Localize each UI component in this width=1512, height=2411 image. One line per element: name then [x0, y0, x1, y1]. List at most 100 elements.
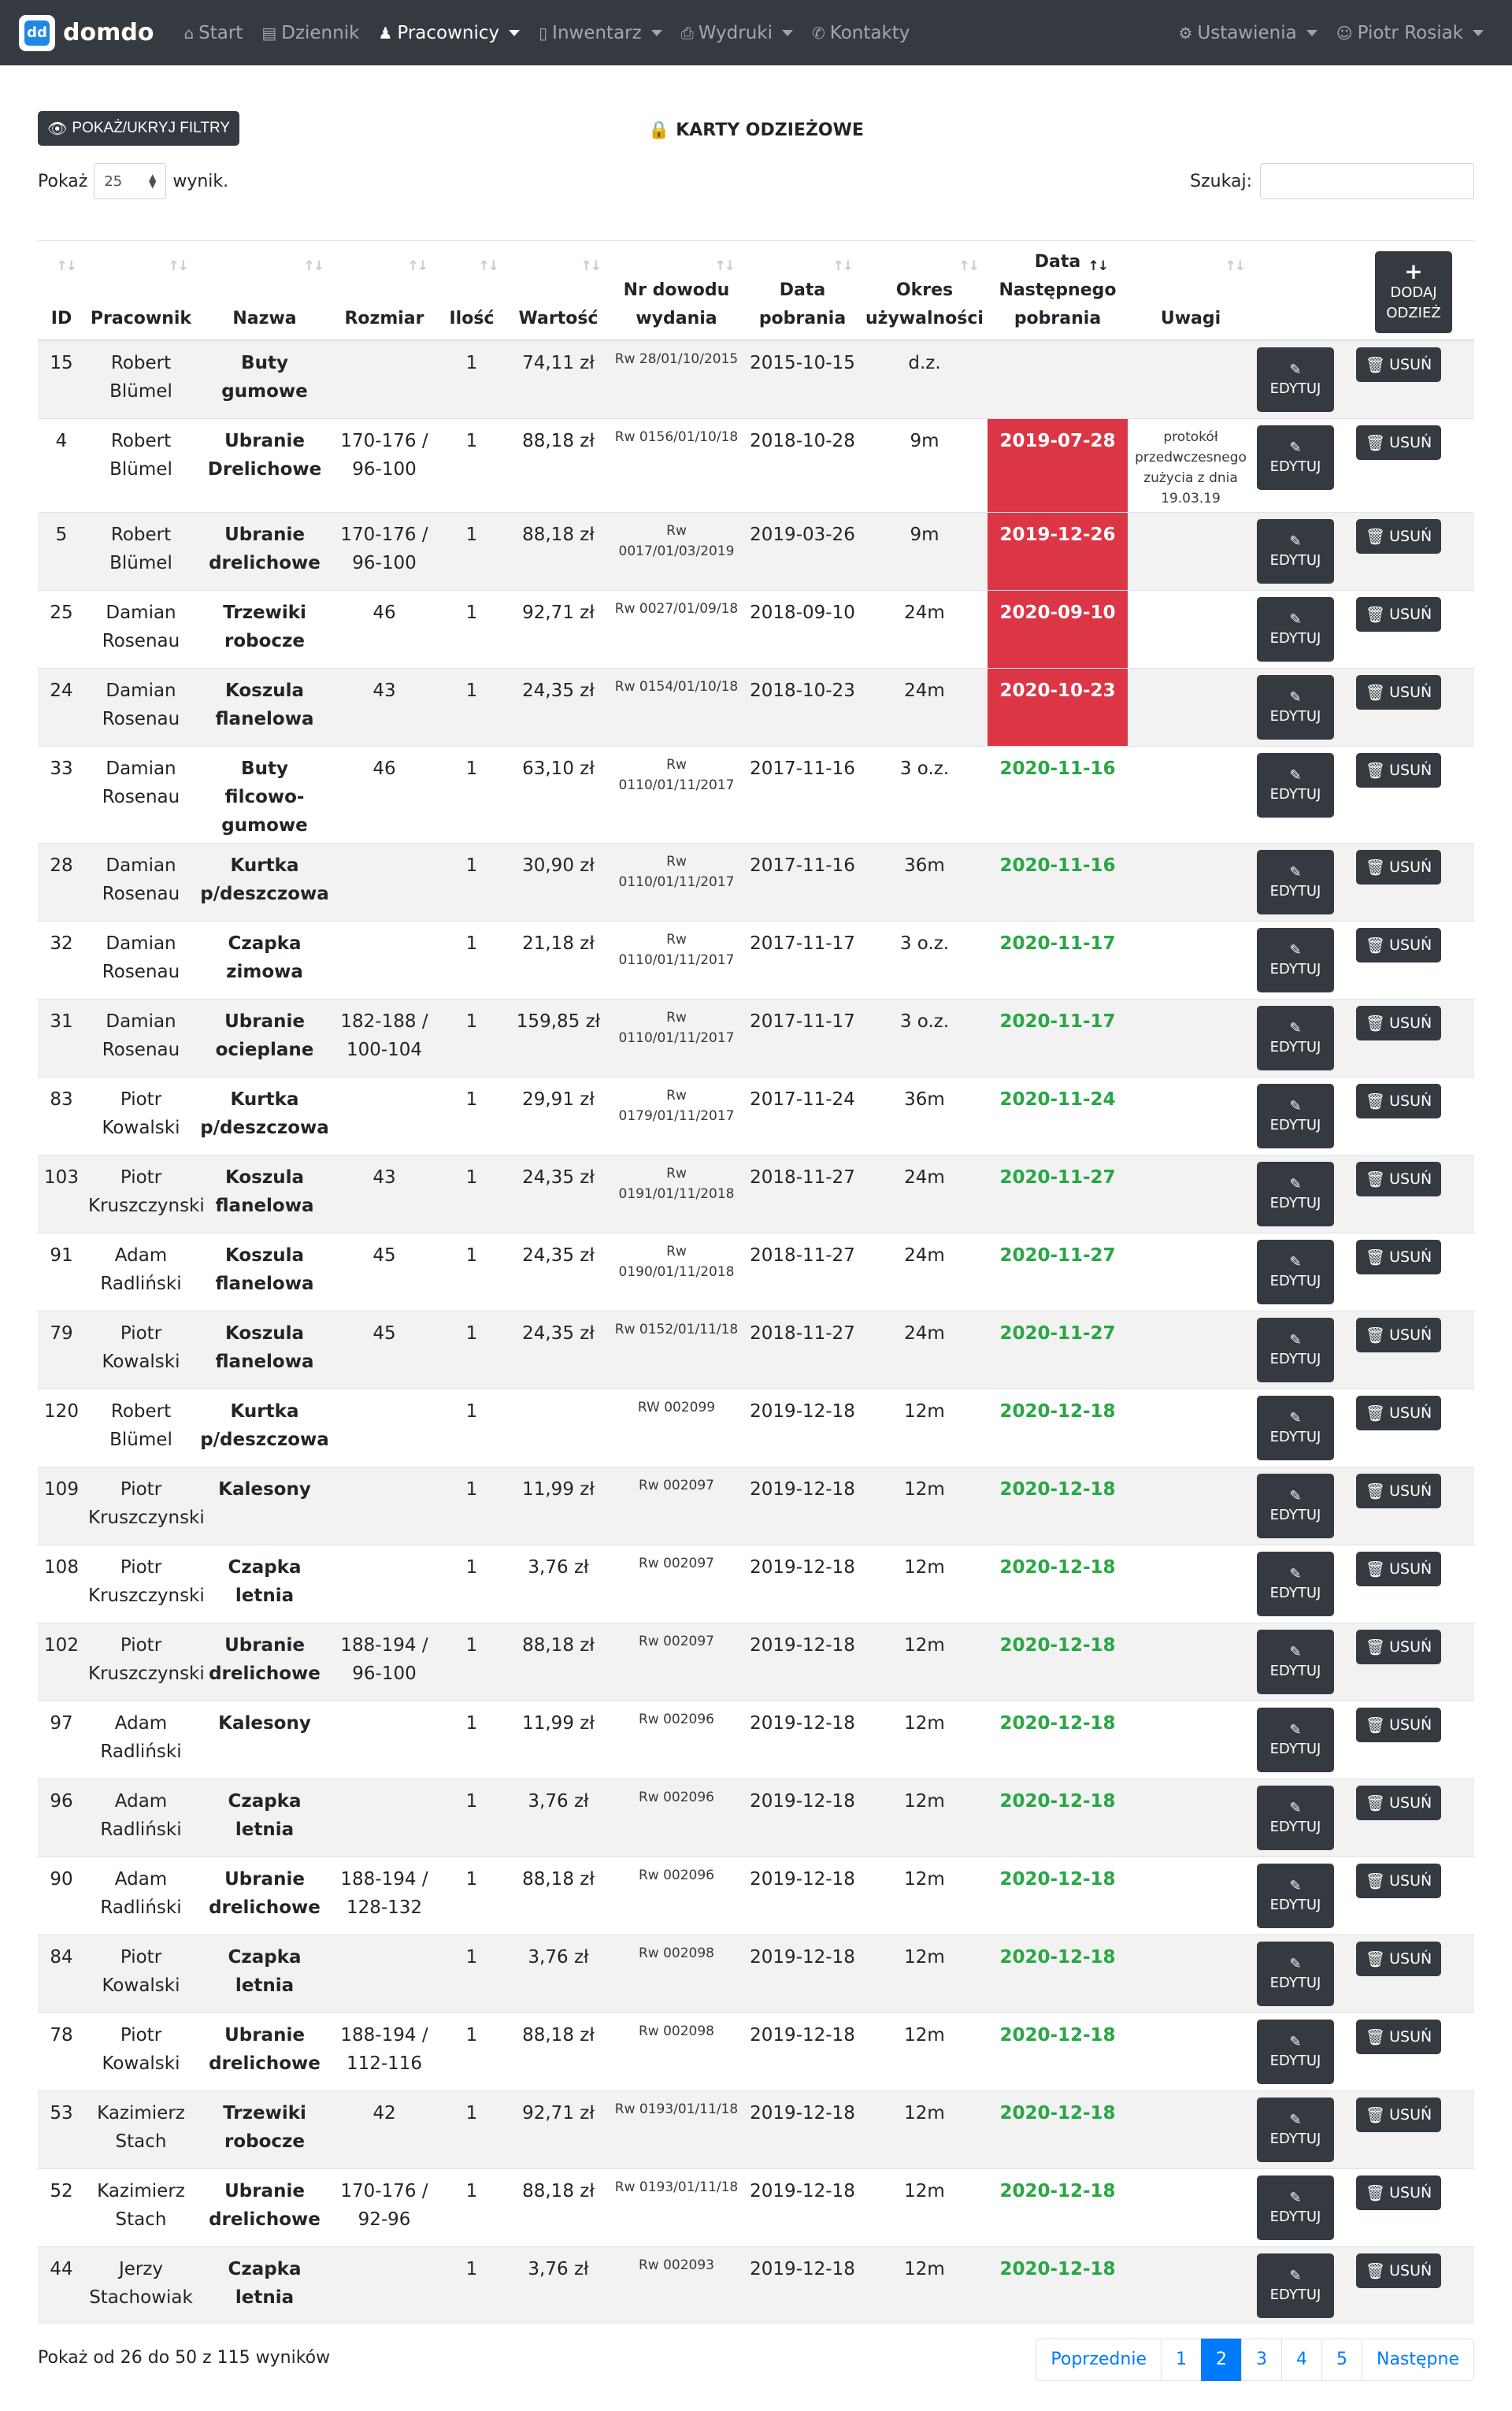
delete-button[interactable]: 🗑 USUŃ — [1356, 2097, 1441, 2132]
delete-button[interactable]: 🗑 USUŃ — [1356, 347, 1441, 382]
col-size[interactable]: ↑↓ Rozmiar — [332, 240, 436, 341]
delete-button[interactable]: 🗑 USUŃ — [1356, 1785, 1441, 1820]
edit-label: EDYTUJ — [1269, 629, 1321, 647]
delete-button[interactable]: 🗑 USUŃ — [1356, 425, 1441, 460]
delete-button[interactable]: 🗑 USUŃ — [1356, 1395, 1441, 1430]
delete-button[interactable]: 🗑 USUŃ — [1356, 674, 1441, 710]
delete-button[interactable]: 🗑 USUŃ — [1356, 518, 1441, 554]
edit-button[interactable]: ✎ EDYTUJ — [1257, 347, 1334, 412]
eye-icon: 👁 — [47, 120, 68, 138]
cell-date: 2019-03-26 — [743, 511, 862, 590]
col-id[interactable]: ↑↓ ID — [38, 240, 85, 341]
edit-button[interactable]: ✎ EDYTUJ — [1257, 1083, 1334, 1148]
delete-button[interactable]: 🗑 USUŃ — [1356, 1239, 1441, 1274]
pencil-icon: ✎ — [1289, 766, 1302, 784]
pagination-page-5[interactable]: 5 — [1321, 2338, 1362, 2381]
nav-item-inwentarz[interactable]: ▯ Inwentarz — [529, 23, 672, 43]
cell-size: 188-194 / 112-116 — [332, 2012, 436, 2090]
edit-button[interactable]: ✎ EDYTUJ — [1257, 1629, 1334, 1694]
edit-button[interactable]: ✎ EDYTUJ — [1257, 1551, 1334, 1616]
edit-button[interactable]: ✎ EDYTUJ — [1257, 1395, 1334, 1460]
cell-edit: ✎ EDYTUJ — [1254, 1232, 1353, 1311]
edit-button[interactable]: ✎ EDYTUJ — [1257, 2019, 1334, 2084]
col-period[interactable]: ↑↓ Okres używalności — [862, 240, 988, 341]
pagination-page-1[interactable]: 1 — [1160, 2338, 1202, 2381]
cell-size — [332, 1466, 436, 1545]
nav-item-pracownicy[interactable]: ♟ Pracownicy — [369, 23, 529, 43]
edit-button[interactable]: ✎ EDYTUJ — [1257, 1863, 1334, 1928]
delete-button[interactable]: 🗑 USUŃ — [1356, 1629, 1441, 1664]
search-input[interactable] — [1260, 163, 1474, 199]
cell-edit: ✎ EDYTUJ — [1254, 339, 1353, 418]
brand-name: domdo — [63, 19, 154, 46]
delete-button[interactable]: 🗑 USUŃ — [1356, 2019, 1441, 2054]
delete-button[interactable]: 🗑 USUŃ — [1356, 2253, 1441, 2288]
cell-period: 12m — [862, 1388, 988, 1467]
nav-item-wydruki[interactable]: ⎙ Wydruki — [672, 23, 802, 43]
col-qty[interactable]: ↑↓ Ilość — [436, 240, 507, 341]
edit-button[interactable]: ✎ EDYTUJ — [1257, 425, 1334, 490]
table-row: 24 Damian Rosenau Koszula flanelowa 43 1 24,3… — [38, 667, 1474, 746]
pagination-page-3[interactable]: 3 — [1240, 2338, 1282, 2381]
pagination-prev[interactable]: Poprzednie — [1036, 2338, 1162, 2381]
pencil-icon: ✎ — [1289, 1877, 1302, 1894]
edit-button[interactable]: ✎ EDYTUJ — [1257, 2253, 1334, 2318]
nav-item-ustawienia[interactable]: ⚙ Ustawienia — [1169, 23, 1326, 43]
edit-button[interactable]: ✎ EDYTUJ — [1257, 1317, 1334, 1382]
cell-doc: Rw 0027/01/09/18 — [610, 589, 743, 668]
delete-button[interactable]: 🗑 USUŃ — [1356, 1161, 1441, 1196]
edit-button[interactable]: ✎ EDYTUJ — [1257, 1941, 1334, 2006]
edit-button[interactable]: ✎ EDYTUJ — [1257, 752, 1334, 818]
delete-button[interactable]: 🗑 USUŃ — [1356, 1473, 1441, 1508]
cell-value: 30,90 zł — [507, 842, 610, 921]
page-length-select[interactable]: 25 ▲ ▼ — [94, 163, 167, 199]
edit-button[interactable]: ✎ EDYTUJ — [1257, 1161, 1334, 1226]
edit-button[interactable]: ✎ EDYTUJ — [1257, 1707, 1334, 1772]
pagination-page-2[interactable]: 2 — [1200, 2338, 1242, 2381]
edit-button[interactable]: ✎ EDYTUJ — [1257, 1785, 1334, 1850]
col-next[interactable]: Data Następnego pobrania ↑↓ — [988, 240, 1128, 341]
trash-icon: 🗑 — [1365, 2105, 1386, 2124]
delete-button[interactable]: 🗑 USUŃ — [1356, 596, 1441, 632]
toggle-filters-button[interactable]: 👁 POKAŻ/UKRYJ FILTRY — [38, 111, 239, 146]
add-clothing-button[interactable]: + DODAJ ODZIEŻ — [1375, 250, 1452, 333]
brand[interactable]: dd domdo — [19, 14, 154, 51]
col-name[interactable]: ↑↓ Nazwa — [197, 240, 332, 341]
delete-button[interactable]: 🗑 USUŃ — [1356, 1863, 1441, 1898]
pagination-page-4[interactable]: 4 — [1280, 2338, 1322, 2381]
edit-button[interactable]: ✎ EDYTUJ — [1257, 1239, 1334, 1304]
col-date[interactable]: ↑↓ Data pobrania — [743, 240, 862, 341]
edit-button[interactable]: ✎ EDYTUJ — [1257, 1473, 1334, 1538]
edit-button[interactable]: ✎ EDYTUJ — [1257, 2097, 1334, 2162]
nav-item-start[interactable]: ⌂ Start — [174, 23, 252, 43]
nav-item-dziennik[interactable]: ▤ Dziennik — [252, 23, 369, 43]
delete-button[interactable]: 🗑 USUŃ — [1356, 927, 1441, 963]
delete-button[interactable]: 🗑 USUŃ — [1356, 1707, 1441, 1742]
delete-button[interactable]: 🗑 USUŃ — [1356, 1317, 1441, 1352]
col-doc[interactable]: ↑↓ Nr dowodu wydania — [610, 240, 743, 341]
cell-worker: Damian Rosenau — [85, 589, 197, 668]
delete-button[interactable]: 🗑 USUŃ — [1356, 1941, 1441, 1976]
nav-item-kontakty[interactable]: ✆ Kontakty — [802, 23, 919, 43]
edit-button[interactable]: ✎ EDYTUJ — [1257, 2175, 1334, 2240]
delete-button[interactable]: 🗑 USUŃ — [1356, 752, 1441, 788]
delete-button[interactable]: 🗑 USUŃ — [1356, 1005, 1441, 1040]
edit-button[interactable]: ✎ EDYTUJ — [1257, 596, 1334, 662]
delete-button[interactable]: 🗑 USUŃ — [1356, 2175, 1441, 2210]
pagination-next[interactable]: Następne — [1361, 2338, 1474, 2381]
cell-name: Koszula flanelowa — [197, 1232, 332, 1311]
sort-icon: ↑↓ — [958, 258, 980, 274]
edit-button[interactable]: ✎ EDYTUJ — [1257, 927, 1334, 992]
col-note[interactable]: ↑↓ Uwagi — [1128, 240, 1254, 341]
edit-button[interactable]: ✎ EDYTUJ — [1257, 1005, 1334, 1070]
col-worker[interactable]: ↑↓ Pracownik — [85, 240, 197, 341]
nav-item-piotr-rosiak[interactable]: ☺ Piotr Rosiak — [1327, 23, 1493, 43]
col-value[interactable]: ↑↓ Wartość — [507, 240, 610, 341]
delete-button[interactable]: 🗑 USUŃ — [1356, 1551, 1441, 1586]
delete-button[interactable]: 🗑 USUŃ — [1356, 1083, 1441, 1118]
edit-button[interactable]: ✎ EDYTUJ — [1257, 849, 1334, 914]
edit-button[interactable]: ✎ EDYTUJ — [1257, 518, 1334, 584]
col-id-label: ID — [50, 308, 72, 328]
delete-button[interactable]: 🗑 USUŃ — [1356, 849, 1441, 885]
edit-button[interactable]: ✎ EDYTUJ — [1257, 674, 1334, 740]
